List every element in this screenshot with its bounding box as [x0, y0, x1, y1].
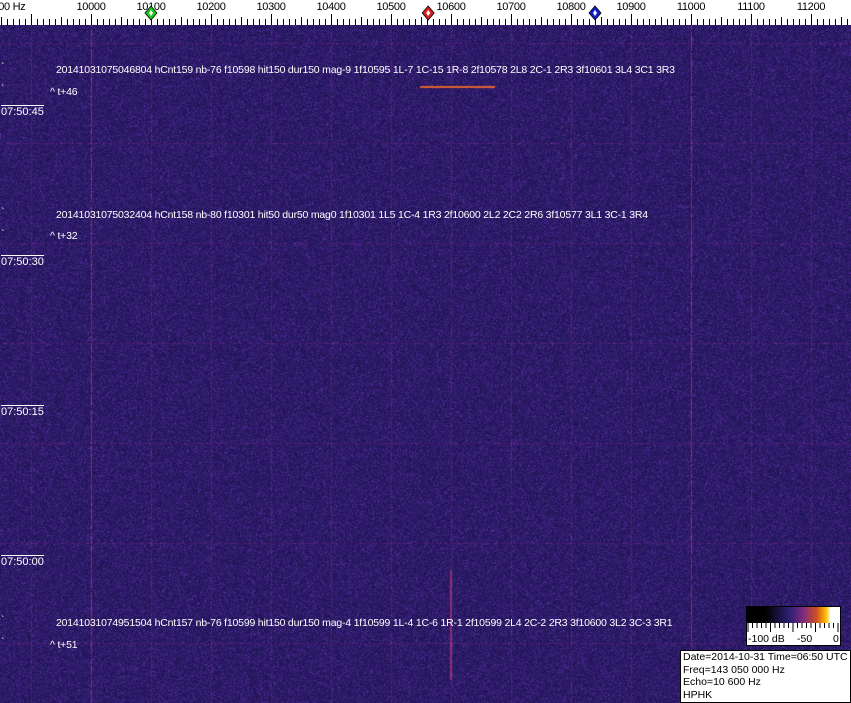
detection-mark: ` [1, 615, 5, 626]
detection-mark: ` [1, 62, 5, 73]
time-label: 07:50:45 [1, 105, 44, 118]
echo-frequency: Echo=10 600 Hz [683, 676, 761, 688]
station-name: HPHK [683, 688, 713, 701]
frequency-axis: 9900 Hz100001010010200103001040010500106… [0, 0, 851, 25]
colorbar: -100 dB -50 0 [746, 606, 841, 646]
frequency-label: 10600 [436, 1, 466, 13]
colorbar-label-max: 0 [833, 633, 839, 645]
detection-text: 20141031075046804 hCnt159 nb-76 f10598 h… [56, 64, 675, 76]
time-label: 07:50:00 [1, 555, 44, 568]
detection-offset: ^ t+51 [50, 639, 78, 651]
detection-mark: ` [1, 84, 5, 95]
colorbar-ticks [747, 623, 839, 632]
frequency-label: 10200 [196, 1, 226, 13]
frequency-markers[interactable] [0, 0, 851, 25]
time-label: 07:50:30 [1, 255, 44, 268]
frequency-label: 10000 [76, 1, 106, 13]
frequency-label: 9900 Hz [0, 1, 26, 13]
colorbar-gradient [747, 607, 840, 623]
detection-mark: ` [1, 207, 5, 218]
waterfall-spectrogram [0, 25, 851, 703]
frequency-label: 11100 [737, 1, 765, 13]
receive-frequency: Freq=143 050 000 Hz [683, 663, 785, 676]
time-label: 07:50:15 [1, 405, 44, 418]
green-marker-diamond-icon[interactable] [144, 5, 158, 21]
detection-offset: ^ t+46 [50, 86, 78, 98]
detection-text: 20141031075032404 hCnt158 nb-80 f10301 h… [56, 209, 648, 221]
frequency-label: 10800 [556, 1, 586, 13]
frequency-label: 10900 [616, 1, 646, 13]
frequency-label: 10500 [376, 1, 406, 13]
date-time: Date=2014-10-31 Time=06:50 UTC [683, 651, 848, 663]
detection-mark: ` [1, 637, 5, 648]
red-marker-diamond-icon[interactable] [421, 5, 435, 21]
detection-mark: ` [1, 229, 5, 240]
detection-text: 20141031074951504 hCnt157 nb-76 f10599 h… [56, 617, 673, 629]
colorbar-label-min: -100 dB [748, 633, 785, 645]
frequency-label: 11200 [796, 1, 826, 13]
info-box: Date=2014-10-31 Time=06:50 UTC Freq=143 … [680, 650, 851, 703]
frequency-label: 10700 [496, 1, 526, 13]
frequency-ticks [1, 14, 848, 25]
frequency-label: 10400 [316, 1, 346, 13]
detection-offset: ^ t+32 [50, 230, 78, 242]
frequency-label: 11000 [676, 1, 706, 13]
frequency-label: 10300 [256, 1, 286, 13]
colorbar-label-mid: -50 [797, 633, 813, 645]
blue-marker-diamond-icon[interactable] [588, 5, 602, 21]
